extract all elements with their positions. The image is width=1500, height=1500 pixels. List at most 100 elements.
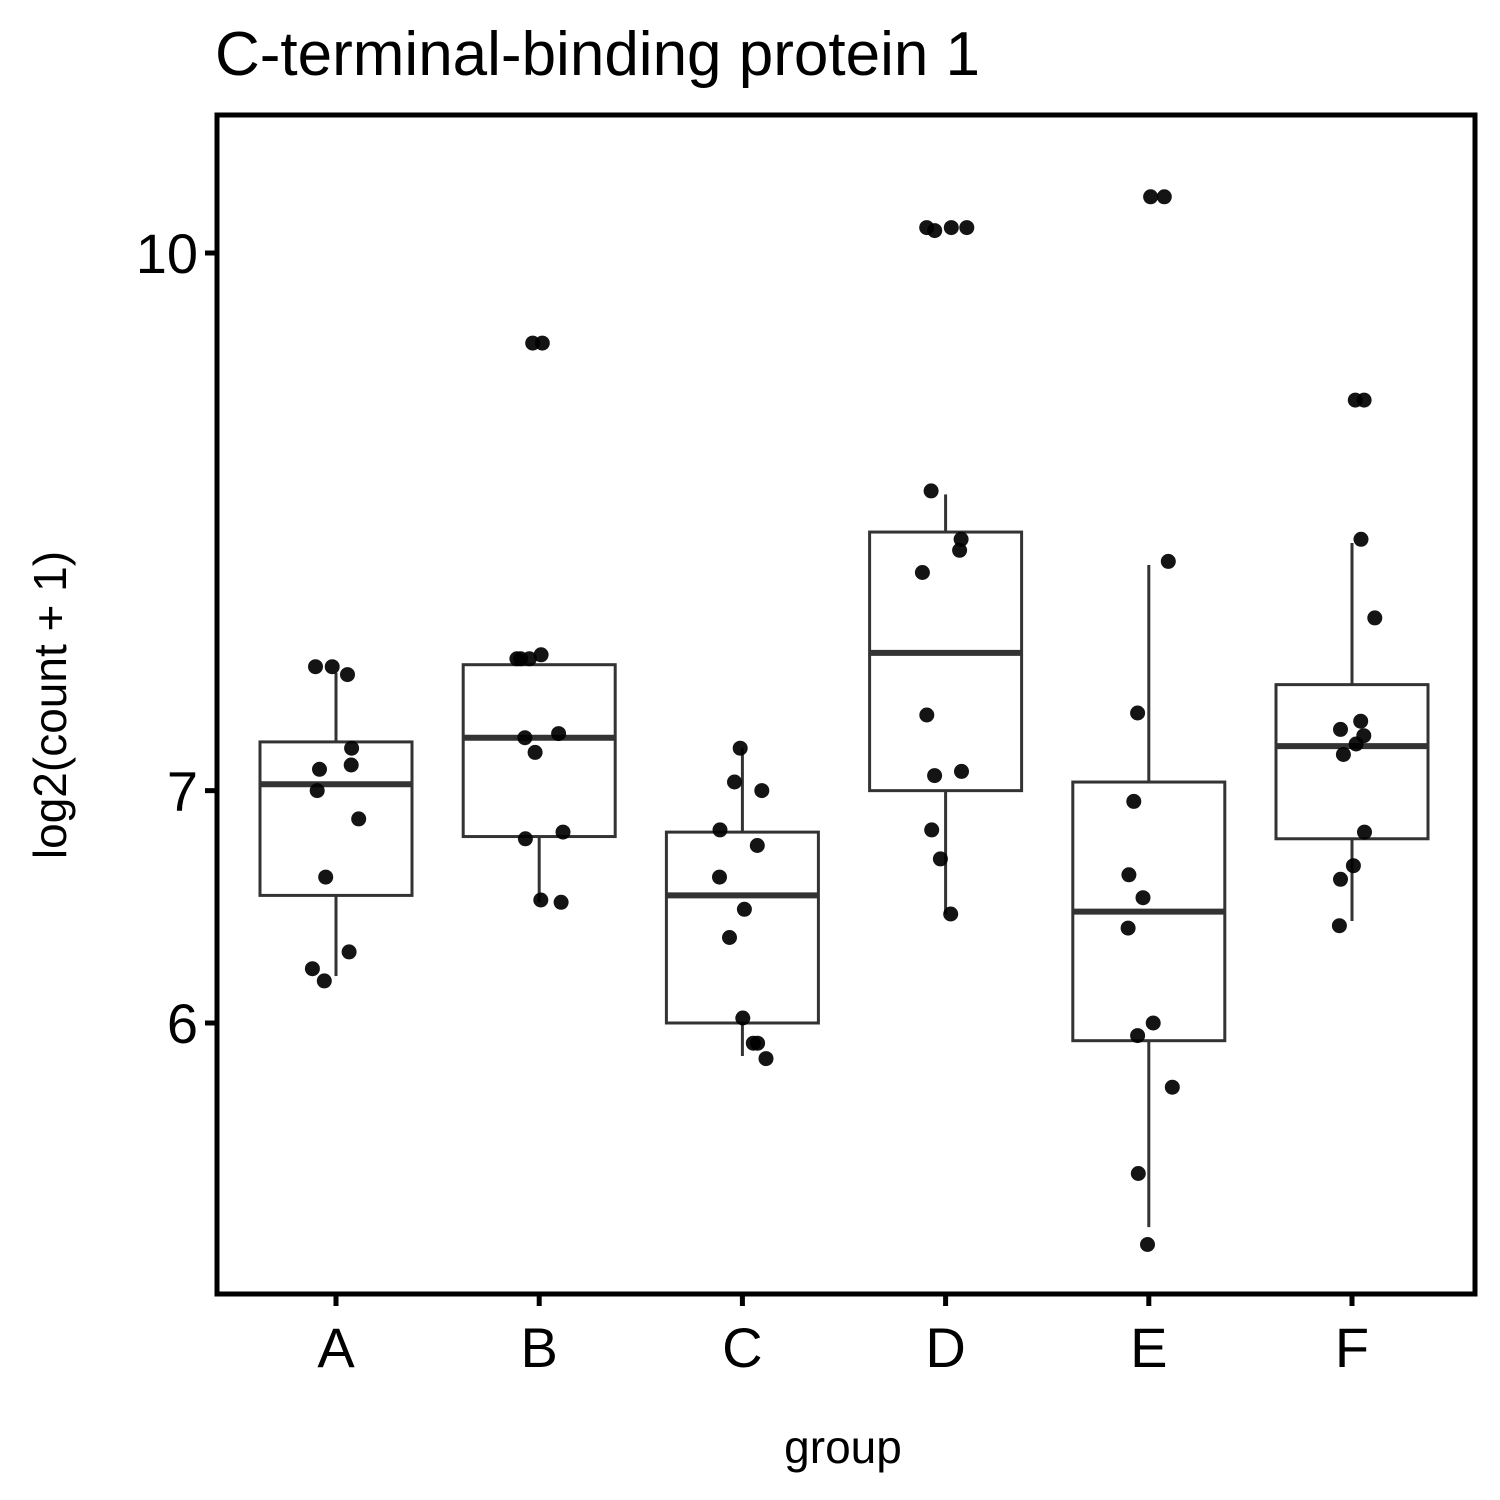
data-point <box>914 565 930 580</box>
box-iqr <box>664 830 820 1025</box>
data-point <box>1145 1015 1161 1031</box>
chart-title: C-terminal-binding protein 1 <box>215 20 980 89</box>
box-group-E <box>1071 565 1227 1228</box>
y-axis: 6 7 10 <box>136 222 217 1055</box>
data-point <box>1140 1237 1155 1252</box>
data-point <box>1130 705 1146 721</box>
data-point <box>351 811 367 827</box>
data-point <box>919 220 935 236</box>
data-point <box>525 335 541 351</box>
data-point <box>732 740 748 756</box>
data-point <box>923 483 939 499</box>
data-point <box>927 768 943 784</box>
box-group-A <box>258 672 414 977</box>
x-tick-label: F <box>1335 1316 1369 1379</box>
y-tick-label: 7 <box>167 760 198 823</box>
y-axis-label: log2(count + 1) <box>24 551 76 859</box>
data-point <box>340 667 355 683</box>
y-tick-label: 6 <box>167 992 198 1055</box>
data-point <box>1156 189 1172 205</box>
data-point <box>1333 721 1348 737</box>
data-point <box>712 869 727 885</box>
data-point <box>517 730 533 746</box>
plot-area <box>258 189 1430 1252</box>
points-group-D <box>914 220 975 922</box>
data-point <box>1130 1028 1146 1044</box>
data-point <box>318 869 334 885</box>
data-point <box>754 783 770 799</box>
data-point <box>712 822 728 838</box>
points-group-F <box>1331 392 1383 934</box>
data-point <box>1367 610 1383 626</box>
data-point <box>1357 824 1372 840</box>
data-point <box>943 906 959 922</box>
data-point <box>344 740 360 756</box>
plot-panel-border <box>214 112 1478 1297</box>
box-iqr <box>868 530 1024 793</box>
box-group-D <box>868 494 1024 914</box>
data-point <box>1353 531 1369 547</box>
data-point <box>509 651 525 667</box>
data-point <box>1353 713 1369 729</box>
data-point <box>722 930 737 945</box>
data-point <box>343 757 359 773</box>
points-group-B <box>509 335 571 910</box>
x-tick-label: D <box>925 1316 965 1379</box>
x-tick-label: A <box>317 1316 355 1379</box>
points-group-E <box>1120 189 1180 1252</box>
data-point <box>953 531 969 547</box>
data-point <box>749 838 765 853</box>
data-point <box>533 647 549 663</box>
data-point <box>735 1010 751 1026</box>
data-point <box>309 783 325 799</box>
data-point <box>952 542 968 558</box>
data-point <box>959 220 975 236</box>
x-axis-label: group <box>784 1421 902 1473</box>
box-iqr <box>1274 683 1430 841</box>
data-point <box>517 831 533 847</box>
data-point <box>1160 553 1176 569</box>
data-point <box>312 761 327 777</box>
data-point <box>551 726 567 742</box>
data-point <box>555 824 571 840</box>
data-point <box>1348 736 1364 752</box>
data-point <box>736 901 752 917</box>
box-iqr <box>258 740 414 897</box>
data-point <box>304 961 320 977</box>
data-point <box>1120 920 1136 936</box>
points-group-A <box>304 659 367 989</box>
data-point <box>943 220 959 236</box>
data-point <box>1130 1166 1146 1181</box>
data-point <box>1345 858 1361 874</box>
data-point <box>1143 189 1159 205</box>
data-point <box>932 851 948 867</box>
data-point <box>1121 867 1137 883</box>
x-tick-label: B <box>521 1316 558 1379</box>
data-point <box>1335 747 1351 762</box>
data-point <box>1135 890 1151 906</box>
data-point <box>1333 871 1348 887</box>
data-point <box>919 707 935 723</box>
data-point <box>533 892 549 908</box>
data-point <box>527 744 543 760</box>
points-group-C <box>712 740 774 1067</box>
data-point <box>1347 392 1363 408</box>
data-point <box>924 822 940 838</box>
box-group-B <box>461 663 617 903</box>
x-axis: A B C D E F <box>317 1294 1369 1379</box>
x-tick-label: E <box>1130 1316 1167 1379</box>
box-group-C <box>664 748 820 1057</box>
data-point <box>1126 793 1142 809</box>
data-point <box>1164 1079 1180 1095</box>
data-point <box>553 894 569 910</box>
data-point <box>341 944 357 960</box>
data-point <box>308 659 323 675</box>
box-group-F <box>1274 542 1430 922</box>
data-point <box>954 763 969 779</box>
x-tick-label: C <box>722 1316 762 1379</box>
data-point <box>316 973 332 989</box>
data-point <box>324 659 340 675</box>
y-tick-label: 10 <box>136 222 198 285</box>
data-point <box>745 1035 761 1051</box>
